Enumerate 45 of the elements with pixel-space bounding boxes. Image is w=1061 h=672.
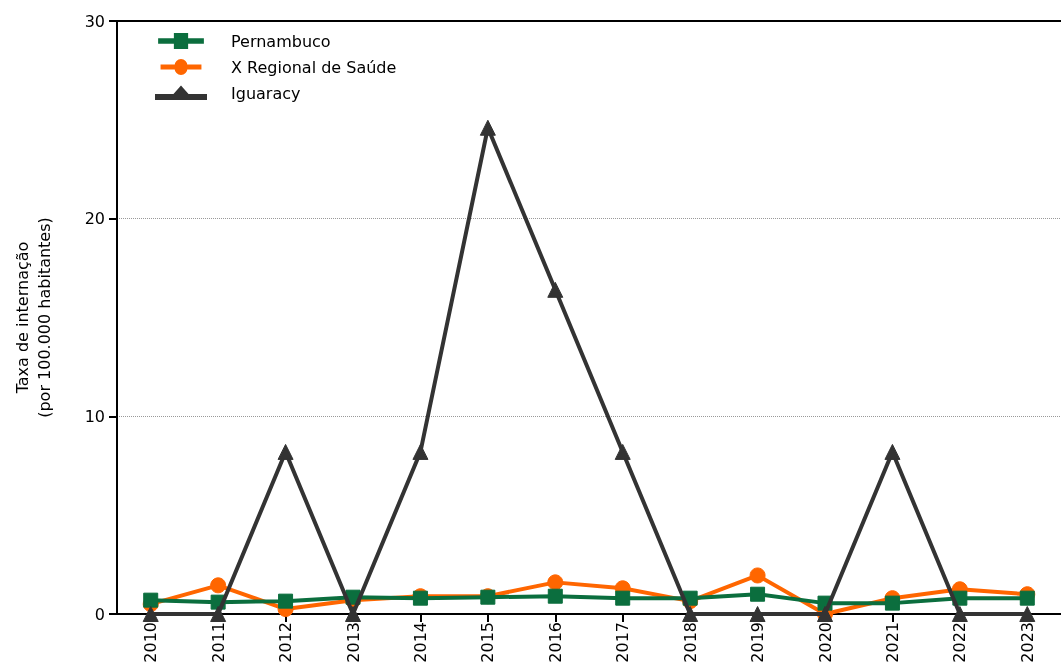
legend-label: Pernambuco [231,31,331,51]
legend-label: Iguaracy [231,83,301,103]
x-tick-label: 2020 [815,622,835,663]
x-tick-label: 2011 [208,622,228,663]
point [750,586,766,602]
point [884,595,900,611]
x-tick-label: 2017 [613,622,633,663]
x-tick-label: 2023 [1017,622,1037,663]
x-tick-label: 2010 [141,622,161,663]
point [749,567,766,584]
point [547,281,564,298]
point [277,443,294,460]
x-tick-label: 2013 [343,622,363,663]
x-tick-label: 2022 [950,622,970,663]
y-tick-label: 20 [84,209,105,229]
point [682,606,699,622]
point [884,443,901,460]
point [547,588,563,604]
point [1019,606,1036,622]
point [142,606,159,622]
point [278,593,294,609]
x-tick-label: 2016 [545,622,565,663]
y-axis-title: Taxa de internação (por 100.000 habitantes) [12,217,54,418]
point [210,577,227,594]
x-tick-label: 2014 [410,622,430,663]
point [615,590,631,606]
x-tick-label: 2012 [276,622,296,663]
point [143,592,159,608]
point [749,606,766,622]
point [479,119,496,136]
y-tick-label: 30 [84,11,105,31]
y-tick-label: 0 [94,604,105,624]
point [951,606,968,622]
point [1019,590,1035,606]
point [547,574,564,591]
point [412,443,429,460]
x-tick-label: 2015 [478,622,498,663]
legend-label: X Regional de Saúde [231,57,397,77]
point [614,443,631,460]
x-tick-label: 2018 [680,622,700,663]
x-tick-label: 2021 [882,622,902,663]
point [345,606,361,622]
x-tick-label: 2019 [748,622,768,663]
point [210,606,227,622]
y-tick-label: 10 [84,406,105,426]
